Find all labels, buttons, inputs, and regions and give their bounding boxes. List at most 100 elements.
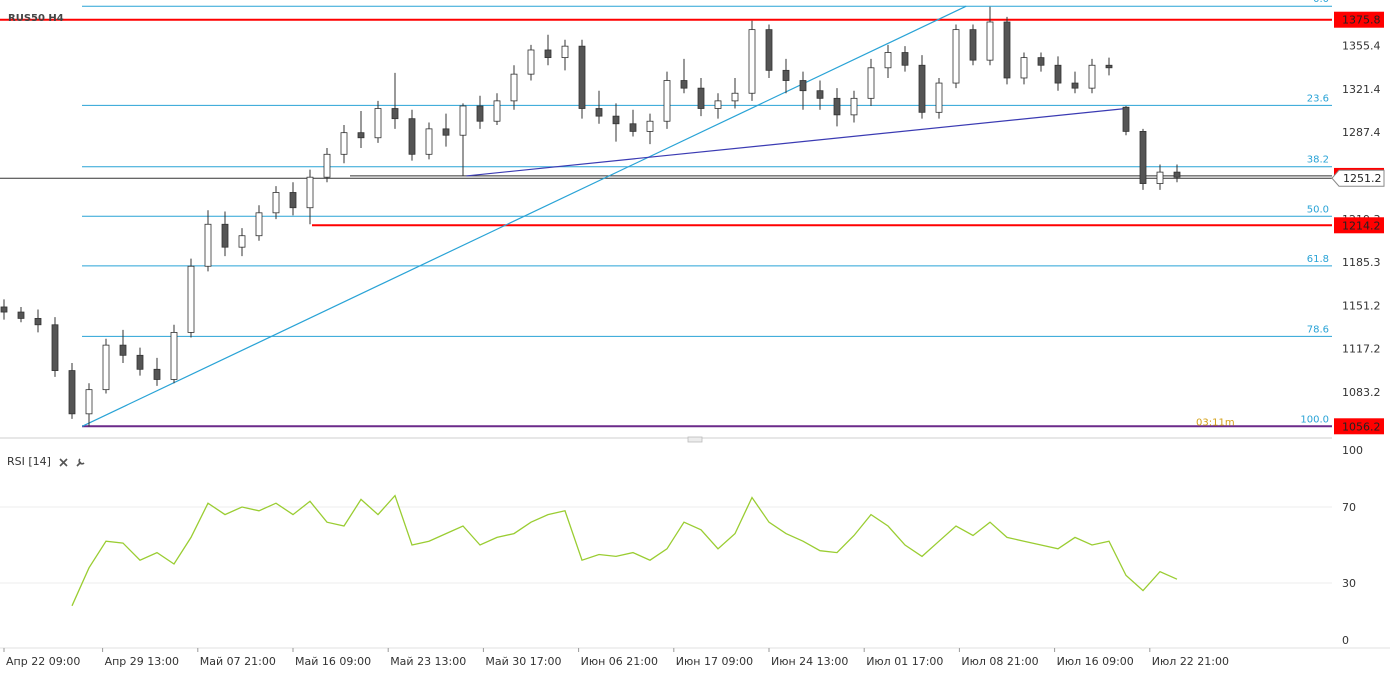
time-tick-label: Июн 24 13:00 bbox=[771, 655, 848, 668]
candle-body bbox=[51, 324, 59, 371]
price-level-box-label: 1056.2 bbox=[1342, 420, 1381, 433]
candle-body bbox=[408, 118, 416, 155]
candle-body bbox=[391, 108, 399, 120]
time-tick-label: Июл 08 21:00 bbox=[961, 655, 1038, 668]
candle-body bbox=[1003, 21, 1011, 79]
candle-body bbox=[629, 123, 637, 132]
candle-body bbox=[255, 212, 263, 237]
candle-body bbox=[340, 132, 348, 155]
candle-body bbox=[952, 29, 960, 84]
candle-body bbox=[357, 132, 365, 139]
candle-body bbox=[85, 389, 93, 415]
candle-body bbox=[272, 192, 280, 214]
candle-body bbox=[714, 100, 722, 109]
candle-body bbox=[765, 29, 773, 71]
candle-body bbox=[986, 21, 994, 61]
candle-body bbox=[782, 69, 790, 81]
candle-body bbox=[102, 344, 110, 391]
candle-body bbox=[238, 235, 246, 248]
price-tick-label: 1185.3 bbox=[1342, 256, 1381, 269]
candle-body bbox=[153, 368, 161, 380]
wrench-icon-glyph bbox=[76, 458, 85, 467]
candle-body bbox=[493, 100, 501, 122]
candle-body bbox=[1054, 64, 1062, 84]
candle-body bbox=[17, 311, 25, 319]
price-tick-label: 1083.2 bbox=[1342, 386, 1381, 399]
rsi-tick-label: 70 bbox=[1342, 501, 1356, 514]
header-layer: RUS50 H4 RSI [14] bbox=[7, 13, 85, 468]
rsi-tick-label: 100 bbox=[1342, 444, 1363, 457]
symbol-label: RUS50 H4 bbox=[8, 13, 64, 24]
close-icon-glyph bbox=[59, 458, 68, 467]
candle-body bbox=[850, 97, 858, 116]
rsi-tick-label: 0 bbox=[1342, 634, 1349, 647]
panel-resize-handle bbox=[687, 436, 703, 443]
candle-body bbox=[663, 80, 671, 122]
time-tick-label: Июл 01 17:00 bbox=[866, 655, 943, 668]
candle-body bbox=[425, 128, 433, 155]
trendline bbox=[81, 5, 967, 427]
candle-body bbox=[1156, 171, 1164, 184]
wrench-icon[interactable] bbox=[76, 458, 85, 467]
time-tick-label: Май 30 17:00 bbox=[485, 655, 561, 668]
fib-level-label: 23.6 bbox=[1307, 93, 1329, 104]
time-tick-label: Май 07 21:00 bbox=[200, 655, 276, 668]
candle-body bbox=[969, 29, 977, 61]
price-level-box-label: 1214.2 bbox=[1342, 219, 1381, 232]
candle-body bbox=[136, 354, 144, 370]
rsi-line bbox=[71, 494, 1178, 607]
axis-layer: 1355.4 1321.4 1287.4 1185.3 1151.2 1117.2 1083… bbox=[3, 11, 1385, 668]
candle-body bbox=[187, 265, 195, 333]
candle-body bbox=[34, 318, 42, 326]
candle-body bbox=[1139, 131, 1147, 184]
candle-body bbox=[833, 97, 841, 116]
price-tick-label: 1151.2 bbox=[1342, 299, 1381, 312]
candle-timer: 03:11m bbox=[1196, 417, 1235, 428]
fib-level-label: 50.0 bbox=[1307, 204, 1329, 215]
candle-body bbox=[1173, 171, 1181, 178]
trendline-layer bbox=[0, 5, 1332, 427]
candle-body bbox=[1122, 106, 1130, 132]
candle-body bbox=[901, 52, 909, 66]
fib-level-label: 78.6 bbox=[1307, 324, 1329, 335]
time-tick-label: Июн 06 21:00 bbox=[581, 655, 658, 668]
candle-body bbox=[0, 306, 8, 313]
candle-body bbox=[816, 90, 824, 99]
current-price-tag bbox=[1331, 169, 1385, 187]
candle-body bbox=[1020, 57, 1028, 79]
fib-level-label: 38.2 bbox=[1307, 155, 1329, 166]
price-tick-label: 1321.4 bbox=[1342, 83, 1381, 96]
price-level-box-label: 1375.8 bbox=[1342, 14, 1381, 27]
price-level-box bbox=[1334, 418, 1384, 435]
candle-body bbox=[799, 80, 807, 92]
candle-body bbox=[527, 49, 535, 75]
candle-body bbox=[1105, 64, 1113, 69]
candle-body bbox=[680, 80, 688, 89]
fibonacci-layer: 0.0 23.6 38.2 50.0 61.8 78.6 100.0 bbox=[82, 0, 1332, 428]
close-icon[interactable] bbox=[59, 458, 68, 467]
time-tick-label: Апр 29 13:00 bbox=[105, 655, 179, 668]
candle-body bbox=[510, 73, 518, 102]
candle-body bbox=[306, 176, 314, 209]
time-tick-label: Июн 17 09:00 bbox=[676, 655, 753, 668]
candle-body bbox=[867, 67, 875, 99]
candle-body bbox=[595, 108, 603, 117]
candle-body bbox=[221, 223, 229, 248]
candle-body bbox=[918, 64, 926, 113]
candle-body bbox=[646, 120, 654, 132]
candle-body bbox=[748, 29, 756, 94]
time-tick-label: Май 23 13:00 bbox=[390, 655, 466, 668]
rsi-tick-label: 30 bbox=[1342, 577, 1356, 590]
candle-body bbox=[884, 52, 892, 69]
candle-body bbox=[119, 344, 127, 356]
candle-body bbox=[323, 153, 331, 178]
fib-level-label: 61.8 bbox=[1307, 254, 1329, 265]
candle-body bbox=[1037, 57, 1045, 66]
time-tick-label: Май 16 09:00 bbox=[295, 655, 371, 668]
time-tick-label: Июл 22 21:00 bbox=[1152, 655, 1229, 668]
candle-body bbox=[476, 105, 484, 122]
candle-body bbox=[612, 115, 620, 125]
price-tick-label: 1287.4 bbox=[1342, 126, 1381, 139]
